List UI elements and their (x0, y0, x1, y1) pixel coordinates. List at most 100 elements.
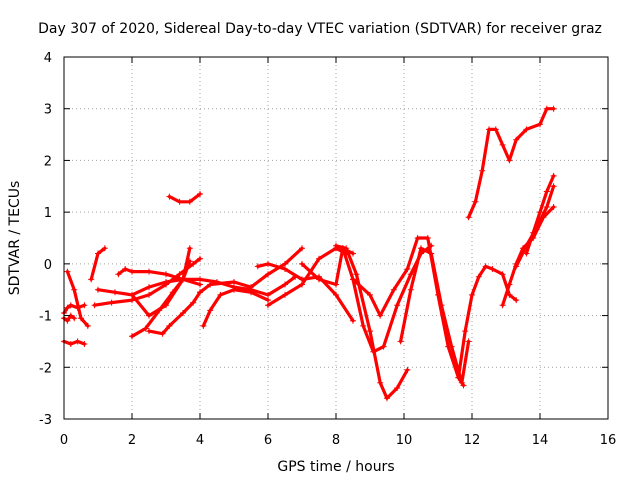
data-point (231, 286, 237, 293)
data-point (67, 341, 74, 347)
data-point (163, 279, 169, 285)
data-point (71, 286, 78, 293)
data-point (180, 310, 186, 316)
data-point (81, 302, 88, 309)
data-point (367, 328, 373, 335)
data-point (265, 291, 271, 298)
data-point (350, 250, 356, 257)
data-point (506, 281, 513, 288)
data-point (397, 338, 404, 345)
data-point (84, 322, 91, 329)
y-tick-label: 1 (44, 206, 52, 221)
x-tick-label: 8 (332, 433, 340, 448)
x-tick-label: 16 (600, 433, 617, 448)
series-trace-1 (61, 338, 88, 347)
data-point (550, 172, 557, 179)
data-point (248, 289, 254, 296)
data-point (115, 271, 122, 278)
grid-layer (64, 57, 608, 419)
series-line (62, 314, 76, 323)
data-point (207, 281, 214, 288)
x-tick-label: 10 (396, 433, 413, 448)
data-point (299, 245, 305, 252)
data-point (265, 271, 271, 278)
data-point (550, 183, 557, 190)
data-point (489, 266, 496, 272)
data-point (513, 263, 520, 270)
data-point (180, 276, 186, 283)
series-trace-12 (166, 191, 203, 205)
data-point (316, 255, 322, 262)
y-tick-label: 2 (44, 154, 52, 169)
data-point (91, 302, 98, 309)
data-point (166, 322, 173, 329)
data-point (523, 126, 530, 133)
series-line (467, 107, 556, 219)
data-point (537, 121, 543, 128)
data-point (282, 266, 288, 272)
series-trace-3 (64, 268, 91, 329)
data-point (71, 315, 78, 322)
series-trace-19 (333, 242, 411, 402)
y-tick-label: 0 (44, 258, 52, 273)
data-point (231, 279, 237, 285)
data-point (390, 286, 397, 293)
data-point (142, 325, 149, 332)
data-point (95, 250, 101, 257)
data-point (394, 385, 401, 391)
data-point (506, 157, 513, 164)
data-point (129, 291, 135, 298)
data-point (492, 126, 499, 133)
series-trace-14 (197, 245, 305, 296)
data-point (380, 343, 387, 350)
trace-layer (61, 105, 557, 402)
data-point (499, 271, 506, 278)
data-point (482, 263, 489, 270)
data-point (207, 307, 214, 314)
data-point (377, 379, 384, 386)
data-point (146, 284, 152, 291)
data-point (469, 291, 475, 298)
data-point (543, 204, 550, 210)
x-tick-label: 6 (264, 433, 272, 448)
data-point (217, 291, 224, 298)
data-point (360, 322, 367, 329)
data-point (64, 317, 71, 324)
data-point (282, 281, 288, 288)
series-line (92, 257, 202, 307)
data-point (339, 245, 346, 252)
data-point (513, 136, 520, 143)
data-point (428, 250, 435, 257)
series-line (65, 270, 90, 328)
data-point (499, 302, 506, 309)
data-point (455, 374, 462, 381)
data-point (424, 235, 431, 241)
data-point (186, 198, 193, 205)
data-point (350, 317, 356, 324)
y-tick-label: 4 (44, 51, 52, 66)
data-point (448, 343, 455, 350)
data-point (407, 286, 414, 293)
data-point (404, 266, 411, 272)
y-tick-label: -1 (39, 310, 52, 325)
y-tick-label: -3 (39, 413, 52, 428)
data-point (112, 289, 118, 296)
y-axis-label: SDTVAR / TECUs (7, 181, 23, 296)
data-point (146, 328, 152, 335)
data-point (282, 260, 288, 267)
data-point (513, 297, 520, 304)
data-point (176, 198, 183, 205)
data-point (475, 273, 482, 280)
data-point (499, 141, 506, 148)
data-point (472, 198, 479, 205)
data-point (550, 105, 557, 112)
series-line (334, 244, 409, 400)
y-tick-label: 3 (44, 103, 52, 118)
data-point (353, 271, 360, 278)
series-line (201, 288, 270, 328)
x-tick-label: 14 (532, 433, 549, 448)
data-point (88, 276, 95, 283)
